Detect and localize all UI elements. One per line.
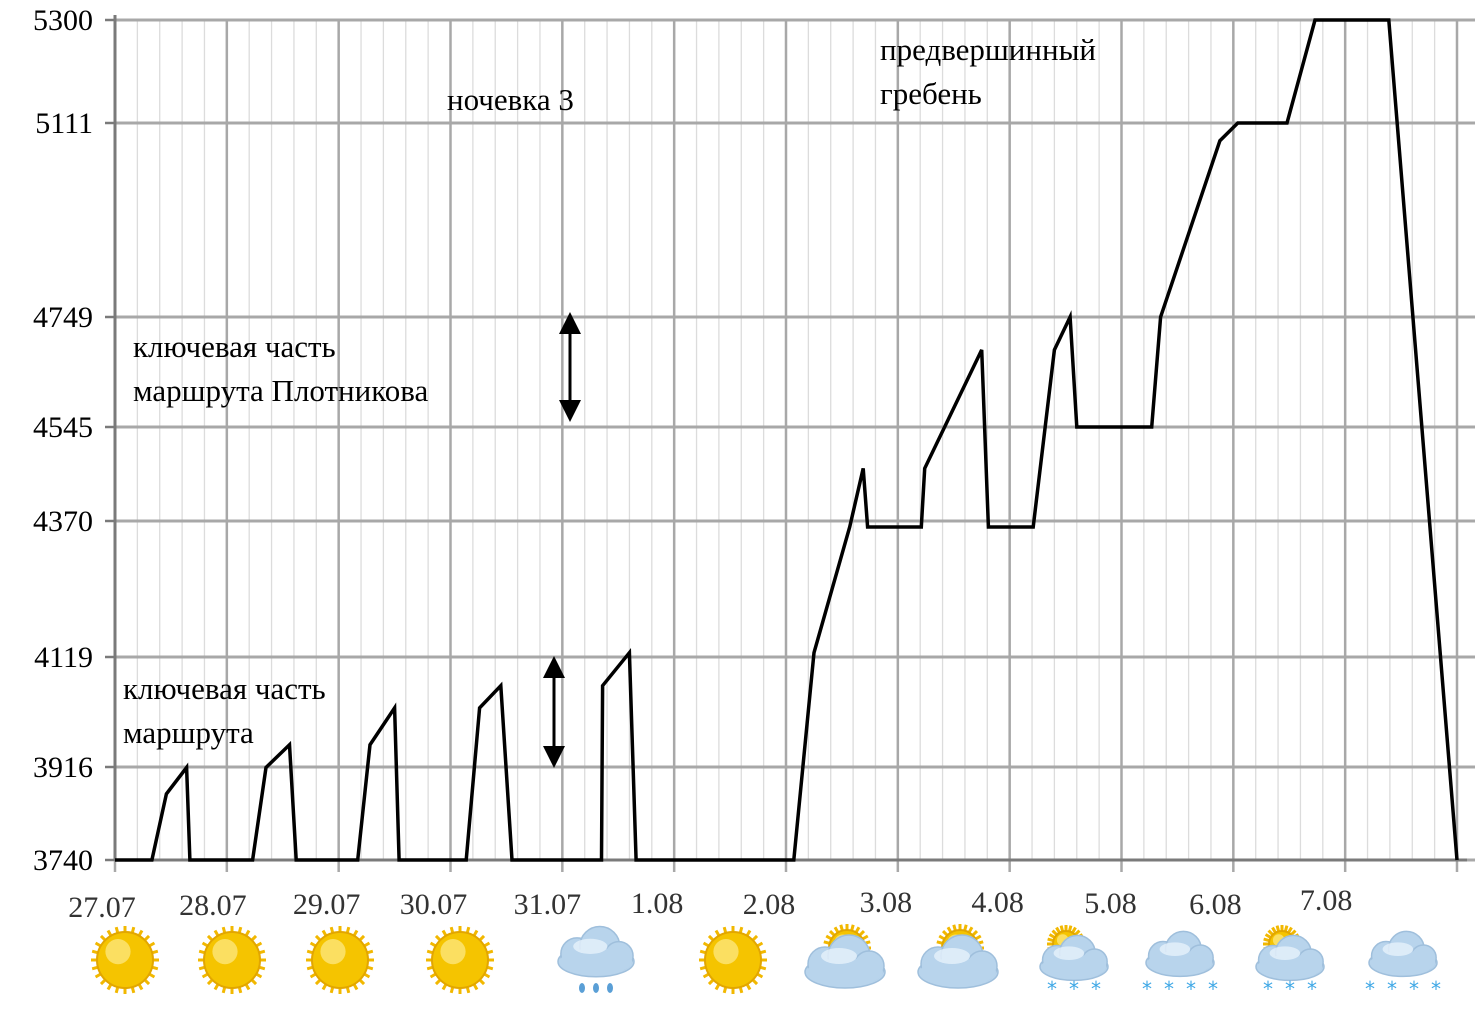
svg-text:*: * [1186,977,1196,1001]
svg-text:*: * [1409,977,1419,1001]
sun-icon [699,926,767,994]
svg-text:*: * [1387,977,1397,1001]
x-tick-label: 1.08 [631,887,684,920]
y-tick-label: 5111 [35,107,93,140]
y-tick-label: 3916 [33,751,93,784]
x-tick-label: 5.08 [1084,887,1137,920]
x-tick-label: 27.07 [68,891,136,924]
x-tick-label: 28.07 [179,889,247,922]
x-tick-label: 29.07 [293,888,361,921]
y-tick-label: 3740 [33,844,93,877]
svg-text:*: * [1047,977,1057,1001]
svg-text:*: * [1285,977,1295,1001]
svg-text:*: * [1142,977,1152,1001]
svg-text:*: * [1069,977,1079,1001]
svg-text:*: * [1091,977,1101,1001]
cloud-snow-icon: * * * * [1365,930,1441,1001]
annotations: ночевка 3 предвершинный гребень ключевая ча… [123,32,1096,750]
partly-cloudy-icon [804,924,886,989]
x-tick-label: 2.08 [743,888,796,921]
annotation: ключевая часть маршрута Плотникова [133,329,428,408]
x-tick-label: 3.08 [860,886,913,919]
x-tick-label: 6.08 [1189,888,1242,921]
y-tick-labels: 3740 3916 4119 4370 4545 4749 5111 5300 [33,4,93,877]
weather-row: * * * * * * * * * * * * * * [91,924,1441,1001]
svg-text:*: * [1208,977,1218,1001]
y-tick-label: 4545 [33,411,93,444]
cloud-snow-icon: * * * * [1142,930,1218,1001]
sun-icon [306,926,374,994]
svg-text:*: * [1365,977,1375,1001]
x-tick-label: 7.08 [1300,884,1353,917]
svg-text:*: * [1307,977,1317,1001]
annotation: ночевка 3 [447,82,574,117]
partly-cloudy-snow-icon: * * * [1039,925,1109,1001]
sun-icon [91,926,159,994]
arrows [543,312,581,768]
x-tick-label: 31.07 [514,888,582,921]
sun-icon [426,926,494,994]
x-tick-labels: 27.07 28.07 29.07 30.07 31.07 1.08 2.08 3.08 4.0… [68,884,1352,924]
svg-text:*: * [1164,977,1174,1001]
annotation: предвершинный гребень [880,32,1096,111]
y-tick-label: 4119 [34,641,93,674]
series-line [115,18,1459,862]
partly-cloudy-snow-icon: * * * [1255,925,1325,1001]
double-arrow [543,656,565,768]
annotation: ключевая часть маршрута [123,671,326,750]
sun-icon [198,926,266,994]
x-tick-label: 4.08 [971,886,1024,919]
y-tick-label: 4749 [33,301,93,334]
rain-cloud-icon [557,925,635,993]
svg-text:*: * [1431,977,1441,1001]
double-arrow [559,312,581,422]
y-tick-label: 4370 [33,505,93,538]
y-tick-label: 5300 [33,4,93,37]
series [115,18,1459,862]
major-grid [113,18,1475,872]
x-tick-label: 30.07 [400,888,468,921]
svg-text:*: * [1263,977,1273,1001]
partly-cloudy-icon [917,924,999,989]
